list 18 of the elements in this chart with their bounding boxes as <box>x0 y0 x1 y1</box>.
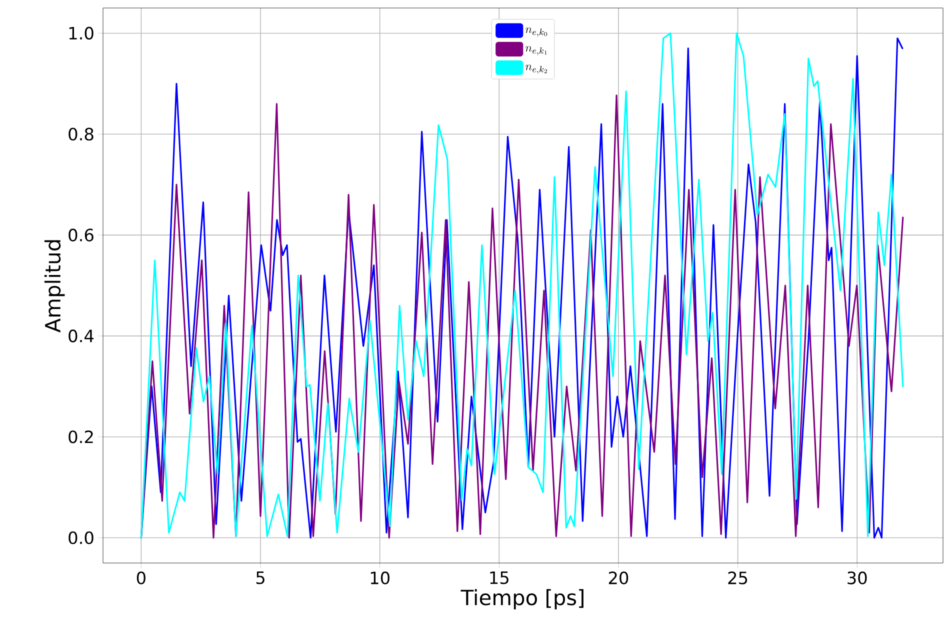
x-tick-label: 30 <box>848 572 867 584</box>
legend-label: $n_{e,k_2}$ <box>525 64 548 74</box>
y-tick-label: 0.0 <box>68 531 94 544</box>
y-tick-label: 0.4 <box>68 330 94 342</box>
x-tick-label: 10 <box>370 572 390 584</box>
y-axis-title: Amplitud <box>44 240 65 333</box>
legend-label: $n_{e,k_0}$ <box>525 28 548 37</box>
x-tick-label: 5 <box>256 572 264 584</box>
y-tick-label: 1.0 <box>69 26 94 40</box>
x-tick-label: 20 <box>608 572 628 584</box>
x-tick-label: 25 <box>728 572 748 584</box>
x-tick-label: 0 <box>136 572 146 584</box>
x-tick-label: 15 <box>490 572 508 584</box>
y-tick-label: 0.6 <box>68 228 94 242</box>
x-axis-title: Tiempo [ps] <box>460 589 584 610</box>
legend-label: $n_{e,k_1}$ <box>525 46 547 56</box>
y-tick-label: 0.2 <box>68 430 93 444</box>
y-tick-label: 0.8 <box>68 128 94 141</box>
